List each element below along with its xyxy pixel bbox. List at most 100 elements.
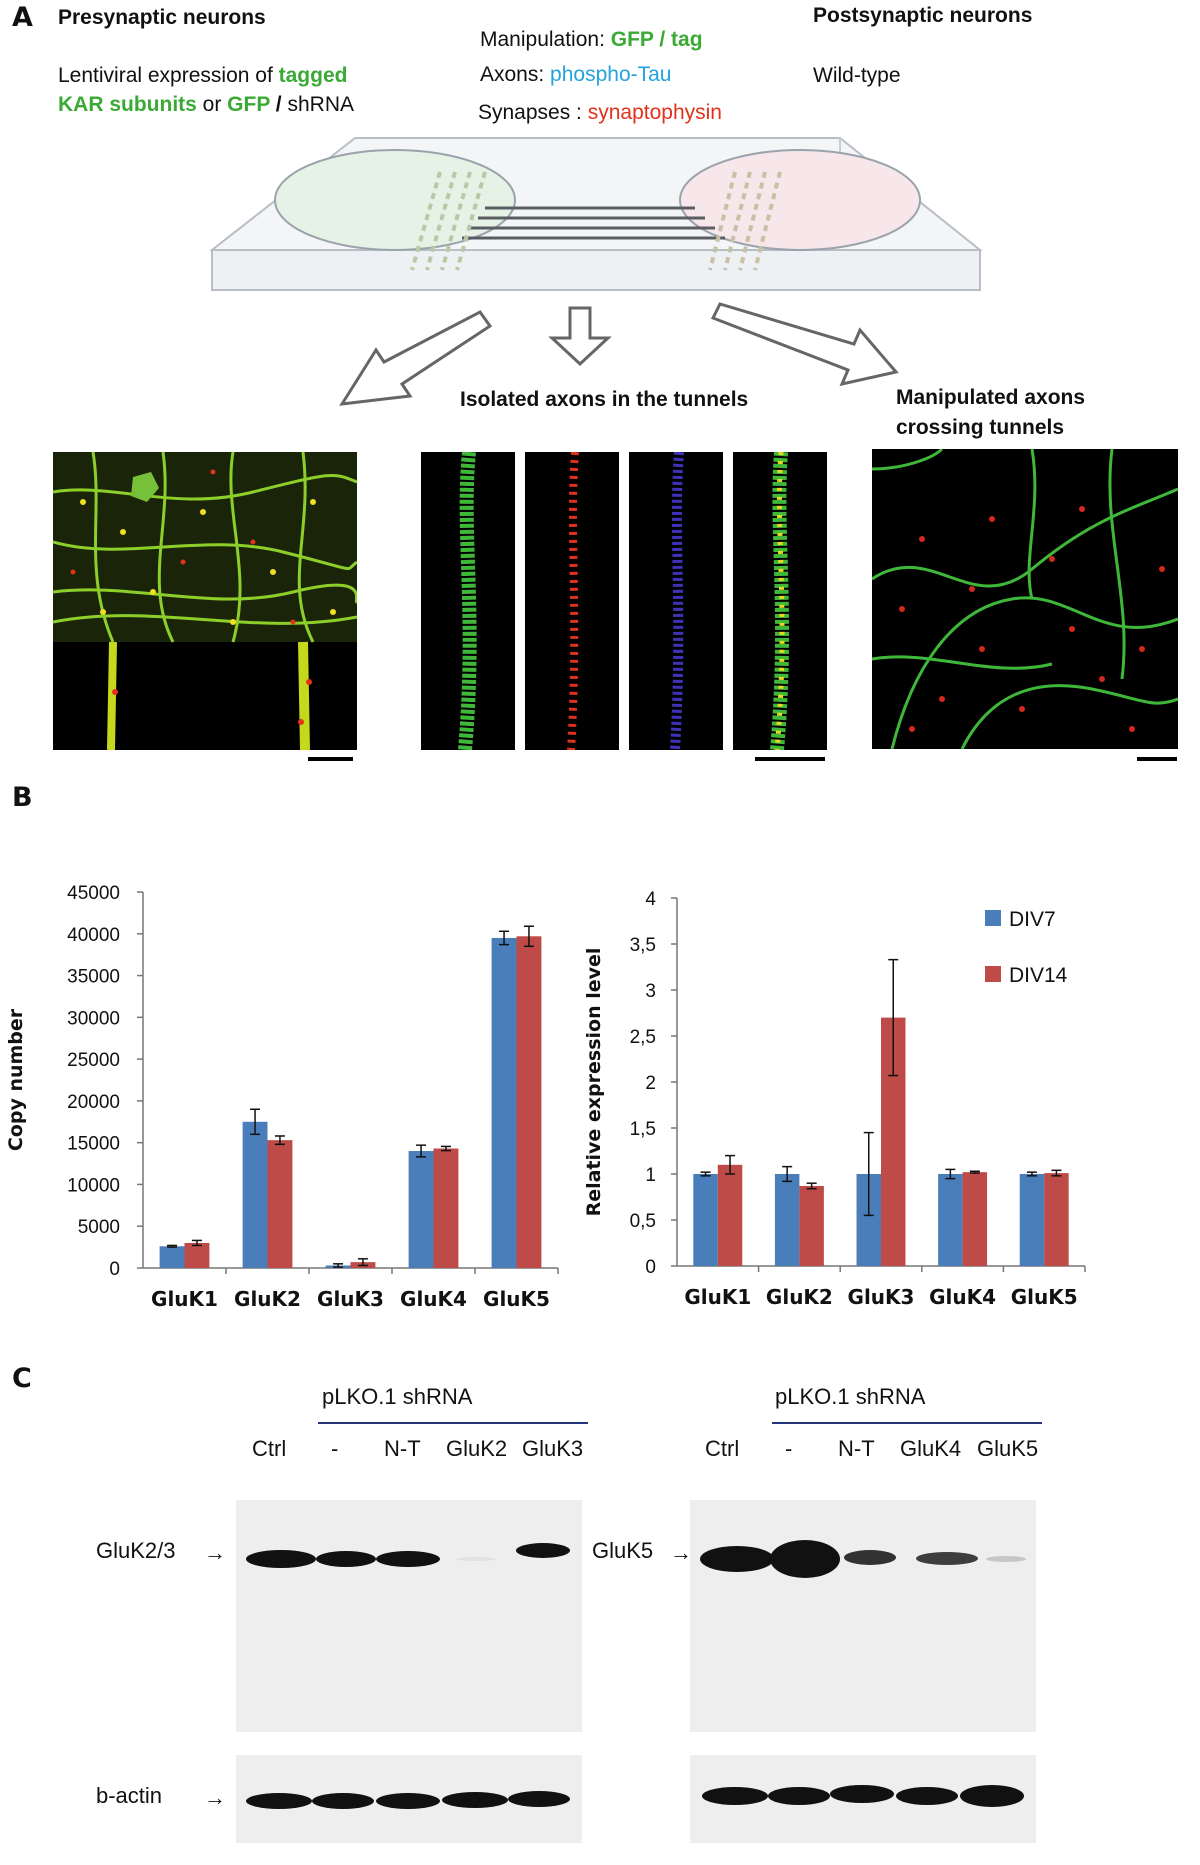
x-tick-label: GluK5 xyxy=(483,1287,550,1311)
y-tick-label: 2,5 xyxy=(630,1027,656,1048)
right-lane-minus: - xyxy=(785,1436,793,1461)
isolated-axons-caption: Isolated axons in the tunnels xyxy=(460,388,749,411)
microfluidic-chamber-diagram xyxy=(209,137,983,291)
axons-line: Axons: phospho-Tau xyxy=(480,63,671,87)
actin-left-4 xyxy=(442,1792,508,1808)
y-tick-label: 20000 xyxy=(67,1092,120,1113)
bar xyxy=(159,1246,185,1268)
x-tick-label: GluK2 xyxy=(234,1287,301,1311)
y-tick-label: 0 xyxy=(645,1257,656,1278)
bar xyxy=(184,1242,210,1268)
right-blot-header-line xyxy=(772,1422,1042,1424)
pre-line2-kar: KAR subunits xyxy=(58,93,197,116)
pre-line1-tagged: tagged xyxy=(278,64,348,87)
presynaptic-title: Presynaptic neurons xyxy=(58,6,266,29)
band-left-ctrl xyxy=(246,1550,316,1568)
actin-left-2 xyxy=(312,1793,374,1809)
postsynaptic-title: Postsynaptic neurons xyxy=(813,4,1033,27)
scale-bar-2 xyxy=(755,757,825,761)
y-tick-label: 30000 xyxy=(67,1008,120,1029)
x-tick-label: GluK3 xyxy=(848,1285,915,1309)
presynaptic-well xyxy=(274,149,516,251)
y-tick-label: 25000 xyxy=(67,1050,120,1071)
bar xyxy=(242,1121,268,1268)
b-actin-label: b-actin xyxy=(96,1783,163,1808)
band-right-nt xyxy=(844,1550,896,1565)
left-blot-header-line xyxy=(318,1422,588,1424)
pre-line2-slash: / xyxy=(269,93,288,116)
legend-swatch xyxy=(985,966,1001,982)
y-tick-label: 10000 xyxy=(67,1175,120,1196)
crossing-caption-line1: Manipulated axons xyxy=(896,386,1086,409)
axons-value: phospho-Tau xyxy=(550,63,672,86)
x-tick-label: GluK1 xyxy=(151,1287,218,1311)
pre-line2-or: or xyxy=(196,93,228,116)
panel-b-label: B xyxy=(12,782,33,813)
bar xyxy=(717,1164,743,1266)
bar xyxy=(962,1172,988,1266)
tunnels xyxy=(462,206,725,240)
left-blot-actin xyxy=(236,1755,582,1843)
pre-line2-shrna: shRNA xyxy=(287,93,355,116)
band-right-minus xyxy=(770,1540,840,1578)
band-right-ctrl xyxy=(700,1546,774,1572)
actin-right-4 xyxy=(896,1787,958,1805)
synapses-line: Synapses : synaptophysin xyxy=(478,101,722,125)
micrograph-axon-merge xyxy=(733,452,827,750)
gluk5-arrow-icon: → xyxy=(670,1540,692,1565)
y-tick-label: 15000 xyxy=(67,1134,120,1155)
left-lane-gluk2: GluK2 xyxy=(446,1436,508,1461)
y-tick-label: 2 xyxy=(645,1073,656,1094)
bar xyxy=(491,937,517,1268)
y-tick-label: 0 xyxy=(109,1259,120,1280)
postsynaptic-well xyxy=(679,149,921,251)
x-tick-label: GluK5 xyxy=(1011,1285,1078,1309)
micrograph-axon-red xyxy=(525,452,619,750)
y-tick-label: 1 xyxy=(645,1165,656,1186)
y-axis-label: Relative expression level xyxy=(583,948,605,1217)
band-left-gluk2 xyxy=(456,1557,496,1561)
tunnel-entries-left xyxy=(410,171,487,271)
y-tick-label: 4 xyxy=(645,889,656,910)
actin-right-3 xyxy=(830,1785,894,1803)
right-lane-nt: N-T xyxy=(838,1436,875,1461)
syn-value: synaptophysin xyxy=(587,101,722,124)
actin-right-5 xyxy=(960,1785,1024,1807)
y-tick-label: 1,5 xyxy=(630,1119,656,1140)
scale-bar-1 xyxy=(308,757,353,761)
micrograph-postsynaptic xyxy=(872,449,1178,749)
syn-label: Synapses : xyxy=(478,101,588,124)
bar xyxy=(516,936,542,1268)
bar xyxy=(1019,1174,1045,1266)
pre-line1-text: Lentiviral expression of xyxy=(58,64,279,87)
gluk23-arrow-icon: → xyxy=(204,1540,226,1565)
y-axis-label: Copy number xyxy=(5,1008,27,1151)
left-lane-gluk3: GluK3 xyxy=(522,1436,584,1461)
band-left-nt xyxy=(376,1551,440,1567)
x-tick-label: GluK4 xyxy=(400,1287,467,1311)
crossing-caption-line2: crossing tunnels xyxy=(896,416,1065,439)
b-actin-arrow-icon: → xyxy=(204,1785,226,1810)
actin-right-1 xyxy=(702,1787,768,1805)
left-blot-header: pLKO.1 shRNA xyxy=(322,1384,473,1409)
x-tick-label: GluK4 xyxy=(929,1285,996,1309)
left-lane-nt: N-T xyxy=(384,1436,421,1461)
micrograph-axon-green xyxy=(421,452,515,750)
right-lane-gluk5: GluK5 xyxy=(977,1436,1039,1461)
bar xyxy=(433,1148,459,1268)
bar xyxy=(799,1185,824,1266)
y-tick-label: 35000 xyxy=(67,967,120,988)
actin-left-5 xyxy=(508,1791,570,1807)
x-tick-label: GluK2 xyxy=(766,1285,833,1309)
right-blot-target xyxy=(690,1500,1036,1732)
postsynaptic-value: Wild-type xyxy=(813,64,901,87)
actin-left-3 xyxy=(376,1793,440,1809)
arrow-left xyxy=(339,310,493,406)
actin-left-1 xyxy=(246,1793,312,1809)
y-tick-label: 3 xyxy=(645,981,656,1002)
pre-line2-gfp: GFP xyxy=(227,93,270,116)
relative-expression-chart: 0 0,5 1 1,5 2 2,5 3 3,5 4 Relative expression lev… xyxy=(583,889,1086,1309)
axons-label: Axons: xyxy=(480,63,551,86)
left-lane-minus: - xyxy=(331,1436,339,1461)
presynaptic-description-line2: KAR subunits or GFP / shRNA xyxy=(58,93,354,117)
